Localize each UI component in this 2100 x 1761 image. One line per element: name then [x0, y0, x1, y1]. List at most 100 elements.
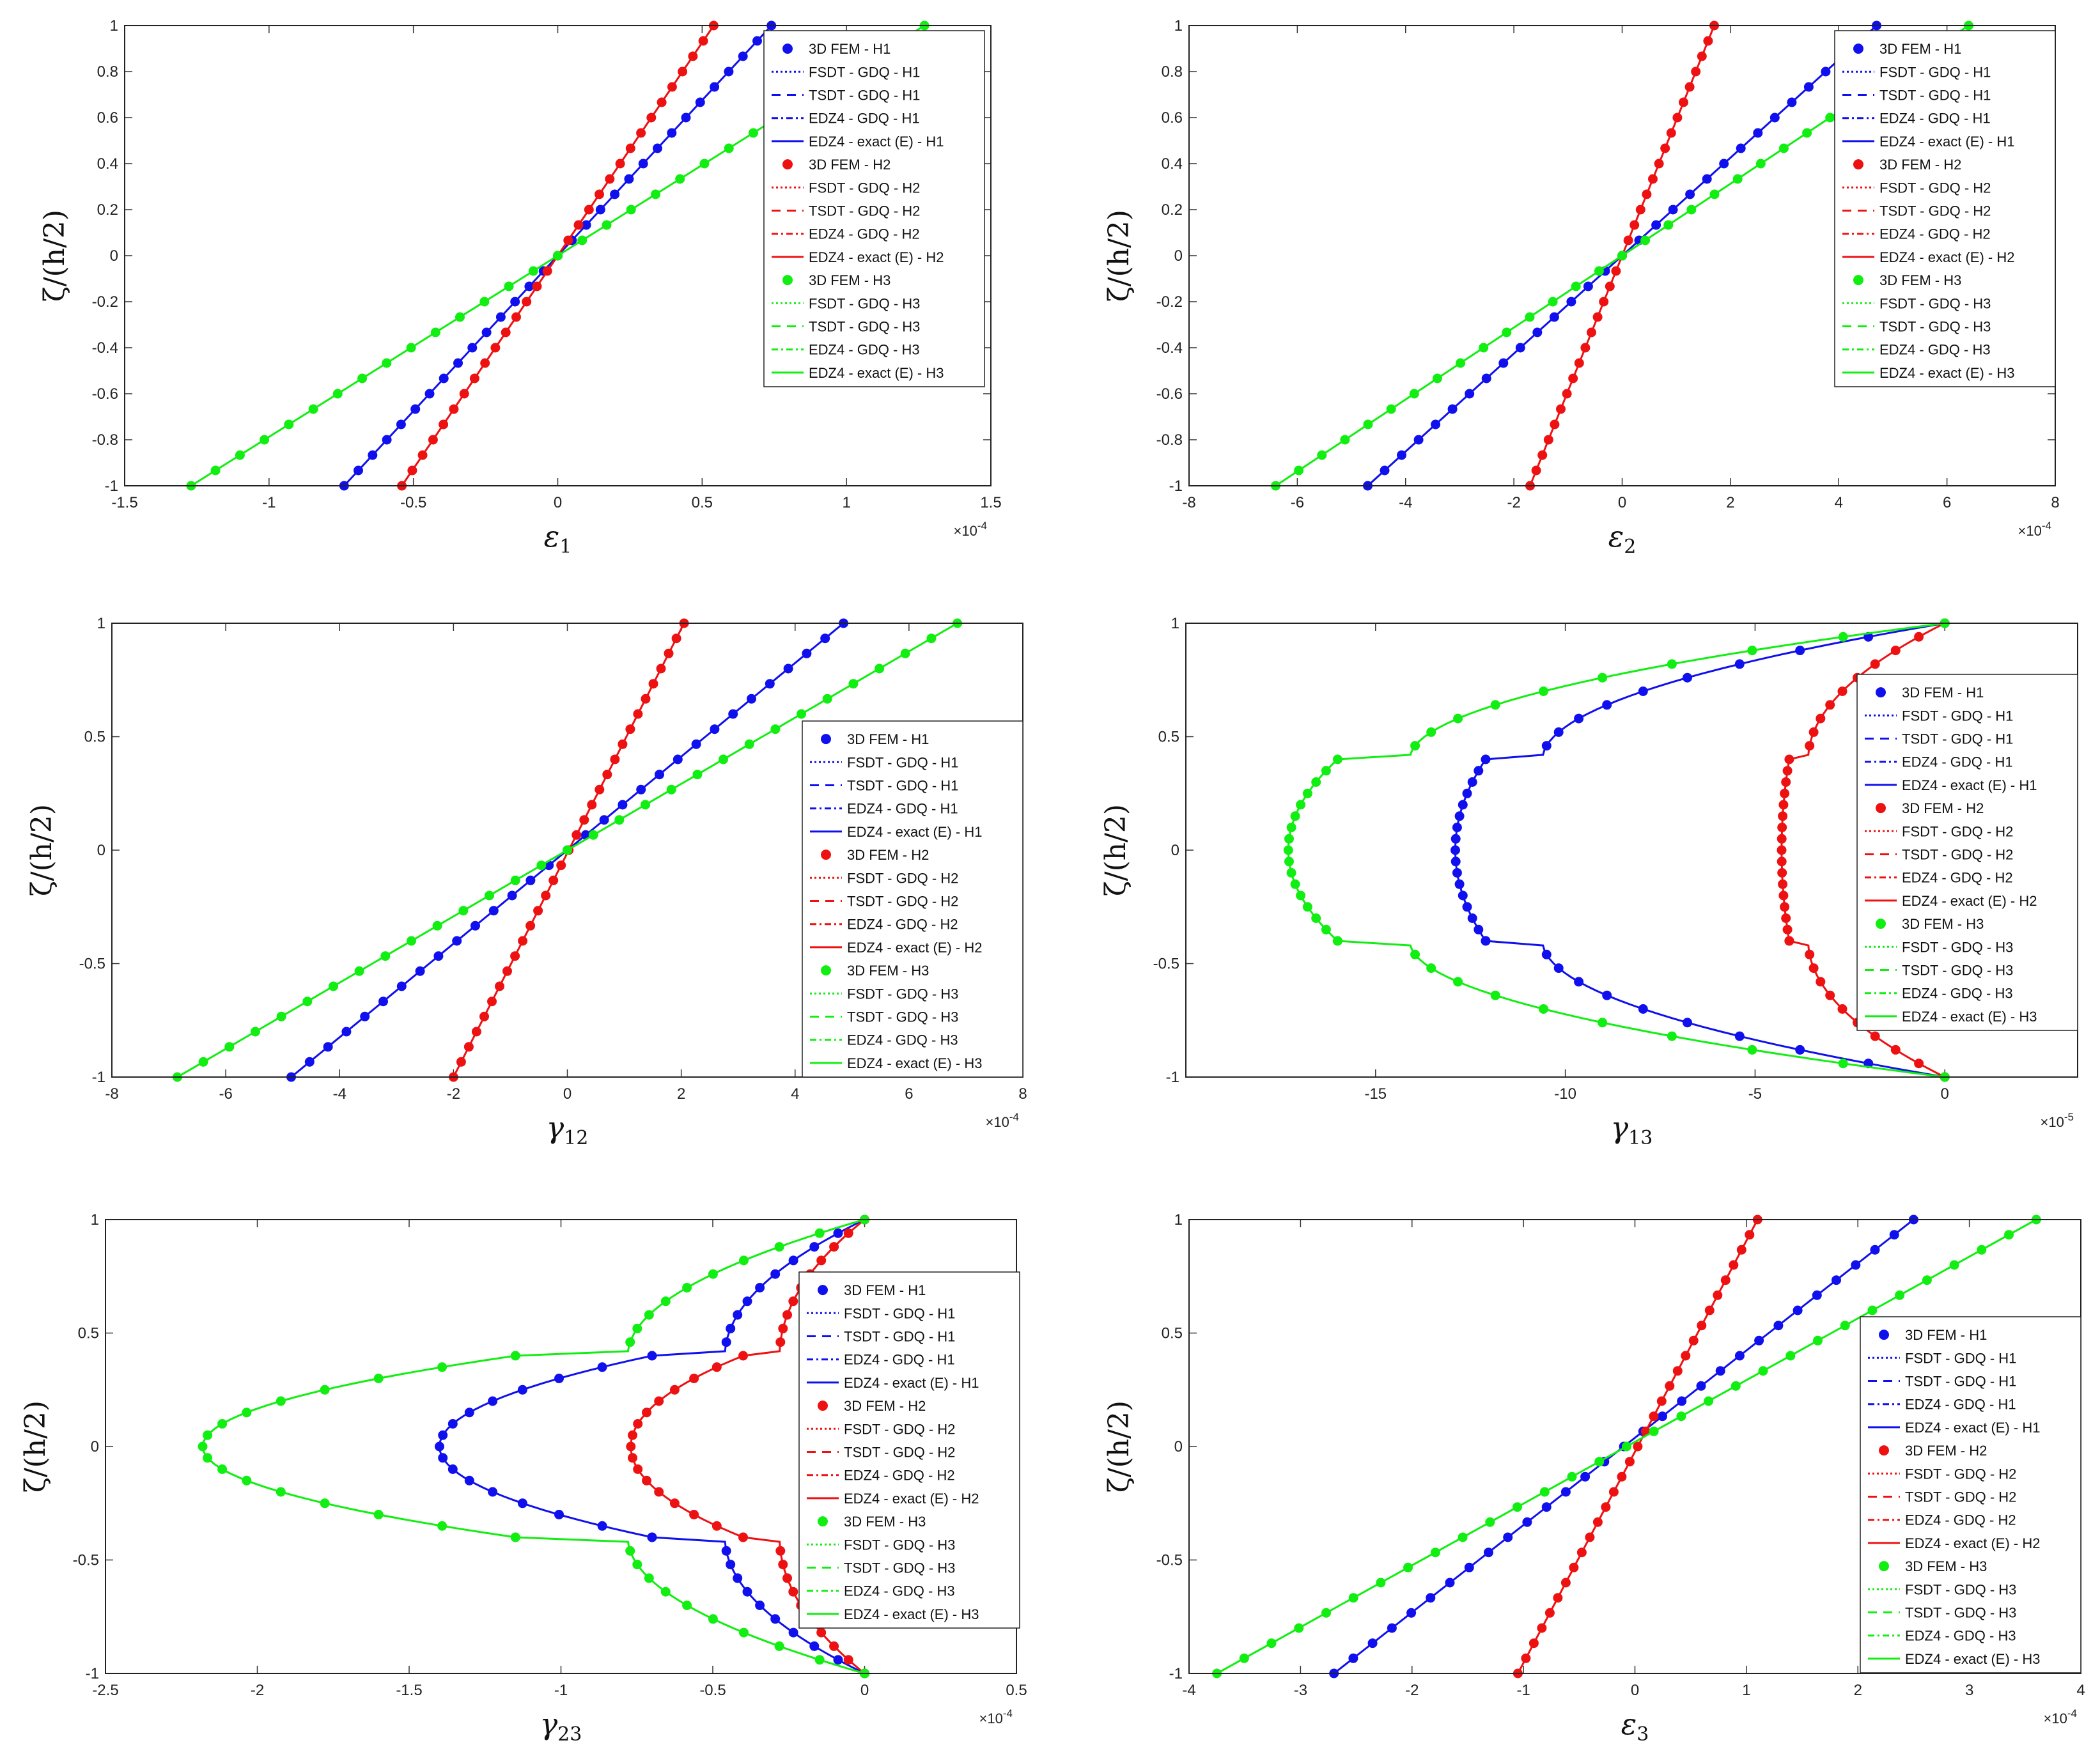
data-point-H3 [1453, 713, 1463, 724]
data-point-H2 [479, 1011, 489, 1021]
data-point-H1 [710, 82, 720, 92]
legend-entry-label: EDZ4 - exact (E) - H1 [1902, 777, 2037, 793]
legend-marker [782, 275, 793, 286]
y-axis-label: ζ/(h/2) [38, 210, 71, 302]
legend-entry-label: EDZ4 - GDQ - H2 [1902, 870, 2013, 886]
data-point-H1 [1638, 1004, 1648, 1014]
data-point-H3 [242, 1475, 252, 1486]
data-point-H2 [1633, 1441, 1643, 1452]
data-point-H3 [1571, 281, 1581, 291]
data-point-H1 [788, 1627, 798, 1638]
data-point-H1 [1719, 159, 1729, 169]
data-point-H2 [712, 1362, 722, 1372]
x-tick-label: -2 [1405, 1682, 1419, 1699]
legend-entry-label: TSDT - GDQ - H3 [1879, 319, 1991, 335]
data-point-H1 [415, 966, 425, 976]
legend-entry-label: EDZ4 - exact (E) - H2 [1902, 893, 2037, 909]
data-point-H2 [829, 1641, 839, 1651]
legend-entry-label: TSDT - GDQ - H1 [844, 1329, 955, 1345]
data-point-H1 [1574, 713, 1584, 724]
data-point-H1 [1367, 1638, 1378, 1649]
data-point-H1 [1602, 990, 1612, 1000]
x-axis-symbol: γ [547, 1110, 564, 1145]
data-point-H2 [1560, 1578, 1571, 1588]
data-point-H1 [447, 1464, 458, 1474]
data-point-H2 [1914, 632, 1924, 642]
data-point-H2 [1599, 297, 1609, 307]
data-point-H1 [1683, 1018, 1692, 1028]
data-point-H2 [1574, 358, 1584, 368]
legend-entry-label: TSDT - GDQ - H1 [1902, 731, 2013, 747]
data-point-H2 [602, 770, 612, 780]
y-tick-label: -0.2 [92, 293, 118, 311]
data-point-H2 [1703, 36, 1713, 46]
data-point-H3 [708, 1614, 718, 1624]
data-point-H1 [770, 1269, 781, 1279]
data-point-H2 [1837, 1004, 1847, 1014]
data-point-H2 [1808, 963, 1819, 974]
x-tick-label: 2 [1854, 1682, 1862, 1699]
exponent-power: -4 [977, 520, 987, 532]
data-point-H3 [284, 419, 294, 430]
data-point-H2 [656, 663, 666, 674]
x-tick-label: 0 [563, 1085, 572, 1103]
legend-marker [1876, 803, 1886, 814]
data-point-H3 [276, 1487, 286, 1497]
data-point-H3 [2004, 1230, 2014, 1240]
data-point-H2 [1585, 1532, 1595, 1542]
y-tick-label: 1 [110, 17, 118, 35]
data-point-H3 [774, 1641, 784, 1651]
data-point-H1 [595, 205, 605, 215]
legend-entry-label: TSDT - GDQ - H3 [847, 1009, 958, 1025]
x-tick-label: 0 [1631, 1682, 1639, 1699]
legend-marker [782, 43, 793, 54]
legend-marker [1876, 687, 1886, 698]
x-axis-symbol: γ [1611, 1110, 1629, 1145]
data-point-H3 [1732, 174, 1743, 184]
x-tick-label: 0 [1941, 1085, 1949, 1103]
x-axis-label: γ12 [547, 1110, 589, 1149]
data-point-H3 [1296, 800, 1306, 810]
legend-entry-label: 3D FEM - H1 [1905, 1327, 1987, 1343]
data-point-H1 [1702, 174, 1712, 184]
data-point-H3 [588, 830, 598, 840]
data-point-H2 [518, 936, 528, 946]
exponent-base: ×10 [2041, 1114, 2064, 1130]
data-point-H2 [1837, 687, 1847, 696]
y-tick-label: 0 [97, 842, 105, 859]
data-point-H2 [1720, 1275, 1731, 1285]
data-point-H1 [396, 981, 407, 991]
data-point-H1 [1498, 358, 1509, 368]
data-point-H3 [1676, 1411, 1686, 1422]
data-point-H3 [682, 1283, 692, 1292]
data-point-H1 [488, 906, 499, 916]
y-tick-label: -0.8 [1156, 431, 1183, 449]
y-tick-label: -0.6 [92, 385, 118, 403]
exponent-base: ×10 [954, 523, 977, 539]
data-point-H1 [1812, 1290, 1822, 1300]
exponent-base: ×10 [986, 1114, 1009, 1130]
data-point-H2 [1654, 159, 1664, 169]
data-point-H1 [1734, 659, 1745, 669]
legend-entry-label: FSDT - GDQ - H3 [1905, 1581, 2016, 1597]
x-axis-symbol: γ [540, 1707, 558, 1741]
y-tick-label: -1 [105, 477, 118, 495]
data-point-H2 [1736, 1245, 1746, 1255]
data-point-H1 [525, 875, 536, 885]
data-point-H1 [464, 1408, 474, 1418]
x-tick-label: 8 [1018, 1085, 1027, 1103]
data-point-H1 [1734, 1031, 1745, 1041]
exponent-power: -4 [2042, 520, 2051, 532]
data-point-H2 [584, 205, 594, 215]
y-tick-label: 0.8 [1162, 63, 1183, 81]
data-point-H3 [1348, 1593, 1358, 1603]
data-point-H1 [809, 1641, 820, 1651]
data-point-H3 [1266, 1638, 1277, 1649]
data-point-H1 [1452, 823, 1462, 832]
data-point-H3 [814, 1655, 825, 1665]
data-point-H1 [378, 997, 388, 1007]
y-tick-label: 0.6 [97, 109, 118, 127]
data-point-H1 [742, 1586, 752, 1597]
data-point-H1 [597, 1521, 607, 1531]
data-point-H2 [654, 1396, 664, 1406]
